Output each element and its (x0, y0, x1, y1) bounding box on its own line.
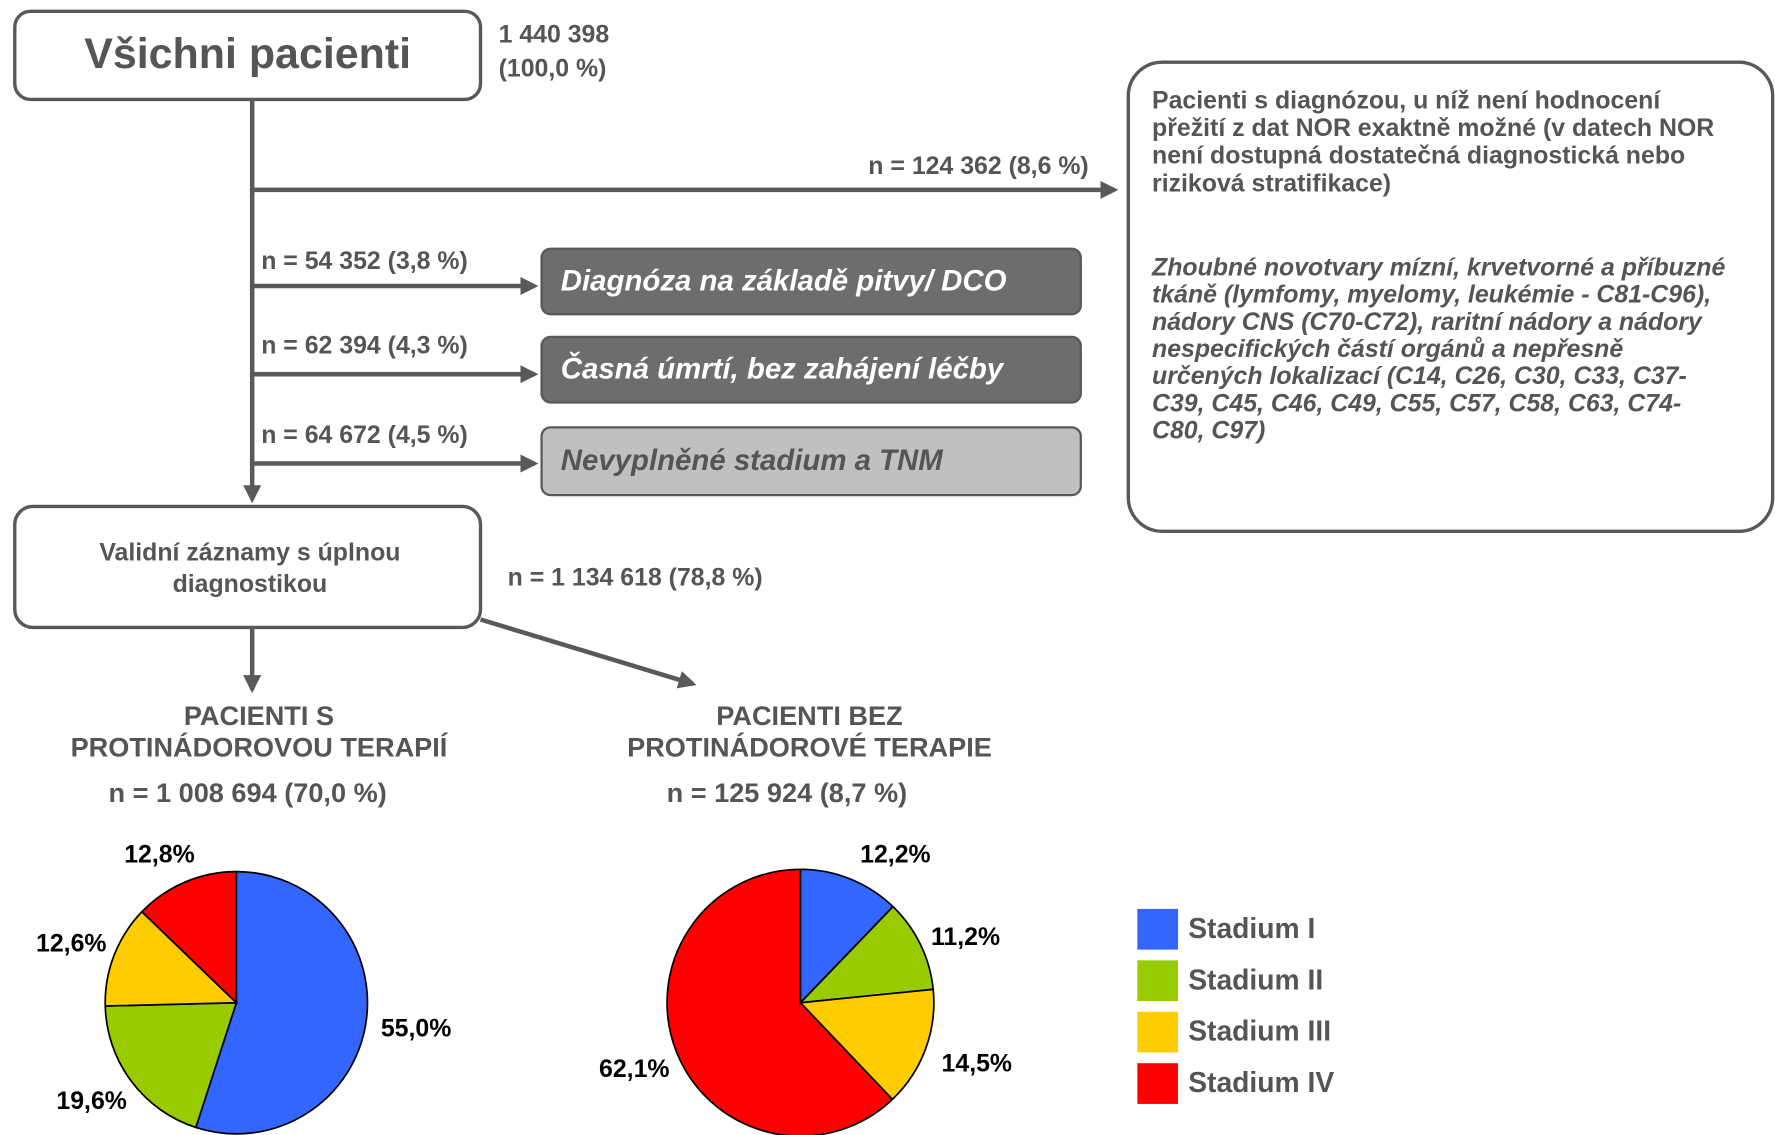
pie-slice (799, 868, 895, 1005)
excluded-line: Pacienti s diagnózou, u níž není hodnoce… (1152, 86, 1661, 114)
legend-swatch (1137, 1063, 1179, 1104)
root-count: (100,0 %) (499, 55, 607, 83)
excluded-detail: C39, C45, C46, C49, C55, C57, C58, C63, … (1152, 389, 1681, 417)
legend-swatch (1137, 1011, 1179, 1053)
valid-count: n = 1 134 618 (78,8 %) (508, 563, 763, 591)
pie-slice (140, 870, 238, 1005)
legend-swatch (1137, 960, 1179, 1002)
excluded-line: přežití z dat NOR exaktně možné (v datec… (1152, 114, 1714, 142)
valid-box (13, 504, 483, 630)
pie-slice (104, 1001, 238, 1129)
excluded-detail: určených lokalizací (C14, C26, C30, C33,… (1152, 362, 1687, 390)
pie-slice (194, 870, 369, 1135)
excluded-detail: Zhoubné novotvary mízní, krvetvorné a př… (1151, 254, 1725, 282)
pie-slice (104, 910, 239, 1007)
exclusion-box (540, 426, 1082, 497)
slice-label: 62,1% (599, 1055, 670, 1083)
edge-label: n = 62 394 (4,3 %) (261, 332, 468, 360)
excluded-line: riziková stratifikace) (1152, 169, 1391, 197)
root-label: Všichni pacienti (84, 30, 411, 78)
exclusion-box (540, 247, 1082, 316)
pie-subtitle: n = 125 924 (8,7 %) (667, 777, 908, 808)
root-box (13, 9, 483, 102)
exclusion-label: Nevyplněné stadium a TNM (561, 444, 943, 477)
pie-title: PACIENTI S (184, 700, 334, 731)
pie-slice (666, 868, 894, 1135)
connector (479, 617, 697, 689)
slice-label: 14,5% (942, 1049, 1013, 1077)
valid-label: Validní záznamy s úplnou (99, 538, 400, 566)
slice-label: 19,6% (56, 1087, 126, 1115)
legend-label: Stadium III (1188, 1015, 1331, 1047)
valid-label: diagnostikou (173, 570, 328, 598)
slice-label: 12,8% (124, 840, 195, 868)
exclusion-label: Časná úmrtí, bez zahájení léčby (561, 352, 1005, 386)
slice-label: 11,2% (931, 923, 1000, 951)
slice-label: 12,6% (36, 930, 106, 958)
edge-label: n = 54 352 (3,8 %) (261, 247, 468, 275)
excluded-detail: tkáně (lymfomy, myelomy, leukémie - C81-… (1152, 281, 1711, 309)
pie-title: PACIENTI BEZ (716, 700, 902, 731)
excluded-detail: nespecifických částí orgánů a nepřesně (1152, 335, 1623, 363)
excluded-line: není dostupná dostatečná diagnostická ne… (1152, 142, 1685, 170)
pie-subtitle: n = 1 008 694 (70,0 %) (109, 777, 387, 808)
pie-slice (798, 905, 935, 1004)
excluded-box (1126, 60, 1775, 534)
legend-label: Stadium IV (1188, 1066, 1334, 1098)
legend-label: Stadium I (1188, 912, 1315, 944)
excluded-text: Pacienti s diagnózou, u níž není hodnoce… (1151, 86, 1725, 444)
slice-label: 12,2% (860, 840, 931, 868)
pie-title: PROTINÁDOROVOU TERAPIÍ (71, 732, 449, 763)
pie-slice (798, 988, 935, 1101)
excluded-detail: nádory CNS (C70-C72), raritní nádory a n… (1152, 308, 1703, 336)
excluded-detail: C80, C97) (1152, 416, 1265, 444)
exclusion-box (540, 335, 1082, 404)
connectors (243, 99, 1119, 694)
legend-swatch (1137, 908, 1179, 950)
edge-label: n = 124 362 (8,6 %) (868, 152, 1088, 180)
legend-label: Stadium II (1188, 963, 1323, 995)
root-count: 1 440 398 (499, 21, 610, 49)
slice-label: 55,0% (381, 1014, 452, 1042)
edge-label: n = 64 672 (4,5 %) (261, 421, 468, 449)
exclusion-label: Diagnóza na základě pitvy/ DCO (561, 264, 1007, 297)
pie-title: PROTINÁDOROVÉ TERAPIE (627, 732, 992, 763)
